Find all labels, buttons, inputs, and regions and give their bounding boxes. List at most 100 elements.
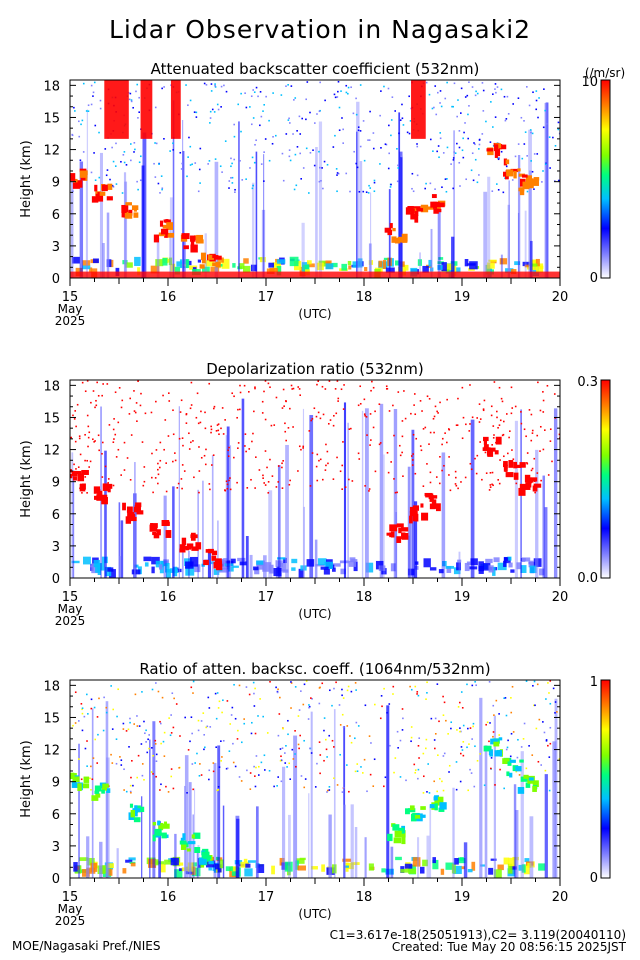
heatmap-dot (128, 98, 131, 101)
heatmap-dot (297, 386, 300, 388)
heatmap-dot (189, 407, 192, 410)
heatmap-dot (281, 487, 284, 489)
heatmap-dot (437, 412, 439, 414)
heatmap-dot (434, 405, 437, 408)
heatmap-cell (316, 262, 324, 271)
heatmap-streak (99, 841, 103, 878)
heatmap-cell (441, 262, 447, 272)
heatmap-dot (152, 754, 154, 757)
heatmap-dot (426, 463, 428, 465)
heatmap-dot (336, 784, 339, 786)
heatmap-dot (275, 686, 277, 689)
heatmap-dot (411, 464, 414, 466)
heatmap-dot (332, 146, 335, 148)
heatmap-cell (381, 568, 387, 575)
heatmap-dot (529, 129, 532, 131)
heatmap-dot (215, 430, 218, 432)
heatmap-streak (507, 204, 510, 278)
heatmap-cloud-cell (212, 255, 219, 259)
heatmap-dot (455, 424, 458, 427)
heatmap-streak (196, 850, 199, 878)
heatmap-streak (249, 554, 253, 578)
heatmap-dot (533, 680, 536, 683)
heatmap-dot (86, 380, 89, 382)
heatmap-dot (280, 759, 283, 762)
heatmap-dot (457, 487, 459, 490)
heatmap-cell (289, 256, 299, 267)
heatmap-dot (72, 414, 74, 417)
heatmap-dot (521, 157, 524, 160)
heatmap-dot (460, 746, 463, 748)
heatmap-dot (558, 132, 560, 135)
heatmap-dot (199, 421, 202, 424)
heatmap-dot (520, 411, 522, 413)
heatmap-dot (401, 451, 403, 454)
heatmap-dot (421, 410, 423, 412)
heatmap-cell (538, 863, 546, 871)
heatmap-cloud-cell (203, 855, 212, 859)
heatmap-cloud-cell (102, 783, 109, 788)
heatmap-cloud-cell (494, 750, 503, 757)
heatmap-cloud-cell (503, 158, 508, 166)
heatmap-cloud-cell (392, 824, 400, 831)
heatmap-dot (492, 126, 494, 128)
heatmap-cloud-cell (410, 208, 415, 217)
heatmap-dot (535, 90, 538, 92)
heatmap-dot (366, 790, 368, 793)
heatmap-dot (547, 744, 549, 747)
heatmap-streak (263, 555, 267, 578)
heatmap-cloud-cell (166, 232, 175, 238)
heatmap-dot (397, 391, 400, 393)
heatmap-dot (365, 416, 368, 418)
heatmap-cloud-cell (191, 546, 199, 551)
heatmap-streak (310, 711, 313, 878)
heatmap-dot (95, 399, 97, 402)
heatmap-cell (531, 263, 538, 267)
heatmap-streak (106, 212, 110, 278)
heatmap-dot (266, 732, 269, 734)
heatmap-dot (220, 427, 222, 430)
heatmap-dot (232, 761, 235, 764)
heatmap-dot (143, 720, 145, 723)
heatmap-streak (188, 782, 192, 878)
heatmap-dot (443, 752, 446, 755)
heatmap-cloud-cell (199, 264, 205, 269)
heatmap-dot (226, 483, 229, 486)
heatmap-dot (509, 755, 512, 758)
heatmap-dot (327, 462, 329, 465)
heatmap-dot (289, 778, 292, 780)
heatmap-cloud-cell (74, 470, 82, 475)
heatmap-dot (308, 430, 311, 432)
y-axis-label: Height (km) (19, 140, 34, 217)
heatmap-dot (86, 693, 88, 696)
heatmap-dot (523, 143, 526, 145)
heatmap-dot (305, 118, 307, 121)
heatmap-cell (459, 857, 464, 861)
heatmap-dot (329, 419, 332, 421)
heatmap-cell (432, 857, 436, 864)
heatmap-dot (545, 162, 547, 165)
heatmap-dot (123, 768, 125, 771)
heatmap-dot (478, 421, 481, 423)
heatmap-streak (315, 147, 318, 278)
heatmap-dot (315, 415, 318, 418)
heatmap-dot (367, 139, 369, 141)
heatmap-dot (534, 491, 536, 494)
heatmap-dot (545, 698, 547, 700)
heatmap-streak (172, 100, 175, 278)
heatmap-dot (374, 410, 376, 413)
heatmap-cell (432, 859, 439, 870)
heatmap-streak (91, 708, 94, 878)
heatmap-cell (291, 567, 296, 571)
heatmap-dot (119, 756, 121, 758)
panel-title: Attenuated backscatter coefficient (532n… (151, 60, 480, 78)
heatmap-dot (279, 759, 282, 762)
heatmap-dot (258, 774, 260, 776)
heatmap-dot (501, 400, 504, 403)
heatmap-dot (498, 482, 501, 485)
heatmap-cloud-cell (494, 150, 498, 158)
heatmap-dot (208, 707, 211, 709)
heatmap-dot (504, 119, 507, 122)
heatmap-dot (467, 137, 469, 140)
heatmap-streak (426, 835, 430, 878)
